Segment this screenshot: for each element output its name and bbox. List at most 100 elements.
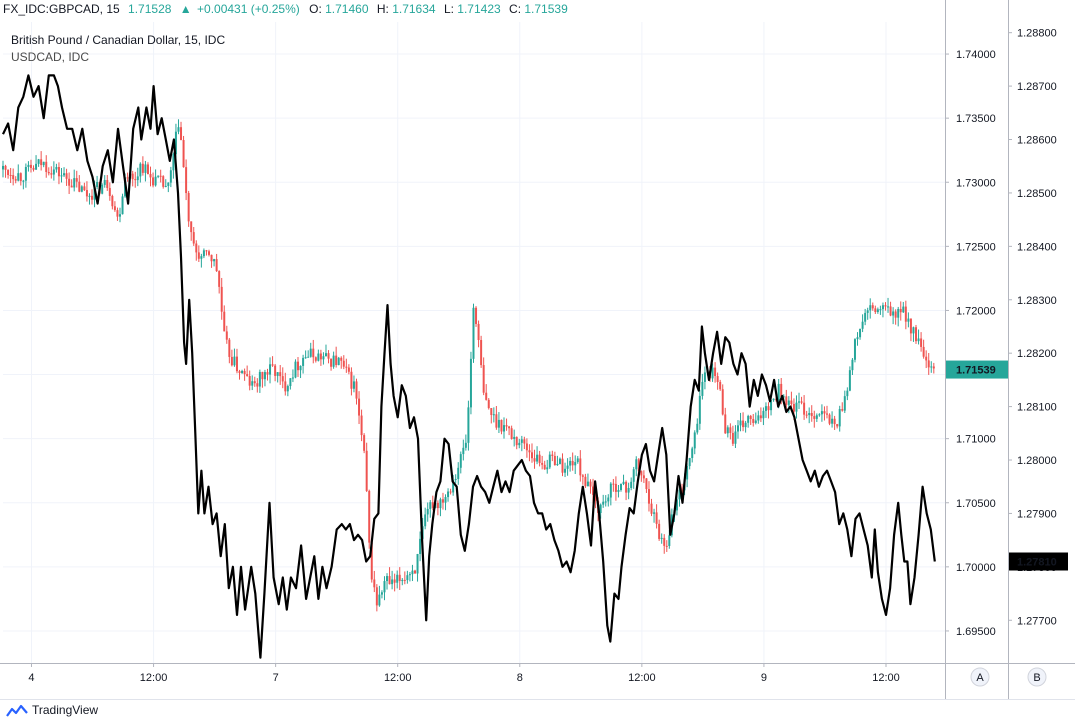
tradingview-logo-icon xyxy=(6,704,28,717)
candle-body xyxy=(564,468,567,473)
candle xyxy=(759,407,762,423)
right-tick-label: 1.28500 xyxy=(1017,188,1057,200)
candle-body xyxy=(35,163,38,170)
legend-main-series[interactable]: British Pound / Canadian Dollar, 15, IDC xyxy=(11,33,225,47)
candle xyxy=(617,485,620,498)
candle-body xyxy=(599,504,602,513)
candle xyxy=(548,451,551,470)
candle xyxy=(490,408,493,424)
candle-body xyxy=(887,306,890,308)
candle-body xyxy=(513,436,516,439)
candle xyxy=(543,460,546,470)
candle xyxy=(368,489,371,549)
tradingview-brand[interactable]: TradingView xyxy=(6,701,98,719)
candle xyxy=(431,495,434,511)
candle-body xyxy=(281,376,284,382)
candle xyxy=(291,369,294,383)
candle xyxy=(319,349,322,366)
candle-body xyxy=(340,357,343,361)
left-price-axis[interactable]: 1.74000 1.73500 1.73000 1.72500 1.72000 1.715… xyxy=(945,49,1008,638)
candle-body xyxy=(190,221,193,233)
left-tick-label: 1.72500 xyxy=(956,241,996,253)
candle xyxy=(599,503,602,519)
candle xyxy=(365,442,368,493)
candle xyxy=(581,474,584,485)
candle xyxy=(42,161,45,168)
candle xyxy=(869,298,872,319)
candle xyxy=(564,462,567,478)
candle xyxy=(909,318,912,342)
candle xyxy=(350,367,353,396)
svg-text:B: B xyxy=(1033,672,1040,684)
candle-body xyxy=(508,426,511,429)
right-tick-label: 1.28000 xyxy=(1017,455,1057,467)
candle-body xyxy=(879,309,882,311)
candle xyxy=(162,175,165,189)
candle xyxy=(243,368,246,381)
candle-body xyxy=(403,579,406,581)
candle-body xyxy=(108,187,111,196)
candle-body xyxy=(304,357,307,359)
candle-body xyxy=(347,367,350,372)
candle-body xyxy=(284,381,287,392)
candle xyxy=(866,307,869,320)
candle xyxy=(396,570,399,589)
candle-body xyxy=(777,383,780,401)
candle xyxy=(200,253,203,268)
candle xyxy=(439,497,442,517)
candle xyxy=(47,167,50,176)
candle xyxy=(136,167,139,187)
legend-compare-series[interactable]: USDCAD, IDC xyxy=(11,50,89,64)
candle xyxy=(429,500,432,518)
candle-body xyxy=(230,356,233,366)
header-last-price: 1.71528 xyxy=(128,2,172,16)
candle-body xyxy=(195,243,198,253)
candle-body xyxy=(342,360,345,367)
candle xyxy=(917,329,920,345)
candle-body xyxy=(118,214,121,217)
candle-body xyxy=(630,481,633,488)
candle xyxy=(279,364,282,385)
last-price-label: 1.71539 xyxy=(956,365,996,377)
candle-body xyxy=(864,312,867,322)
candle xyxy=(749,414,752,426)
candle-body xyxy=(655,512,658,524)
right-price-axis[interactable]: 1.28800 1.28700 1.28600 1.28500 1.28400 1.283… xyxy=(1008,28,1068,628)
candle-body xyxy=(223,311,226,332)
candle-body xyxy=(614,483,617,492)
scale-a-button[interactable]: A xyxy=(970,667,990,687)
candle-body xyxy=(121,196,124,215)
candle-body xyxy=(75,178,78,182)
gbpcad-candles[interactable] xyxy=(2,119,935,612)
candle xyxy=(762,407,765,426)
right-tick-label: 1.28400 xyxy=(1017,241,1057,253)
candle-body xyxy=(818,414,821,416)
usdcad-line[interactable] xyxy=(2,74,936,659)
candle xyxy=(403,571,406,585)
candle-body xyxy=(681,489,684,491)
candle-body xyxy=(543,464,546,470)
candle-body xyxy=(246,374,249,377)
candle xyxy=(520,435,523,452)
candle xyxy=(635,456,638,477)
candle xyxy=(207,249,210,257)
candle xyxy=(80,185,83,193)
candle-body xyxy=(134,179,137,181)
candle-body xyxy=(627,487,630,493)
candle xyxy=(729,423,732,440)
candle-body xyxy=(871,305,874,309)
candle xyxy=(653,508,656,523)
candle xyxy=(876,307,879,314)
candle xyxy=(258,369,261,393)
candle-body xyxy=(892,311,895,316)
candle-body xyxy=(912,327,915,334)
candle-body xyxy=(645,478,648,490)
candle xyxy=(185,159,188,201)
candle-body xyxy=(317,353,320,361)
scale-b-button[interactable]: B xyxy=(1027,667,1047,687)
candle xyxy=(843,390,846,414)
candle xyxy=(747,414,750,428)
candle xyxy=(391,570,394,590)
